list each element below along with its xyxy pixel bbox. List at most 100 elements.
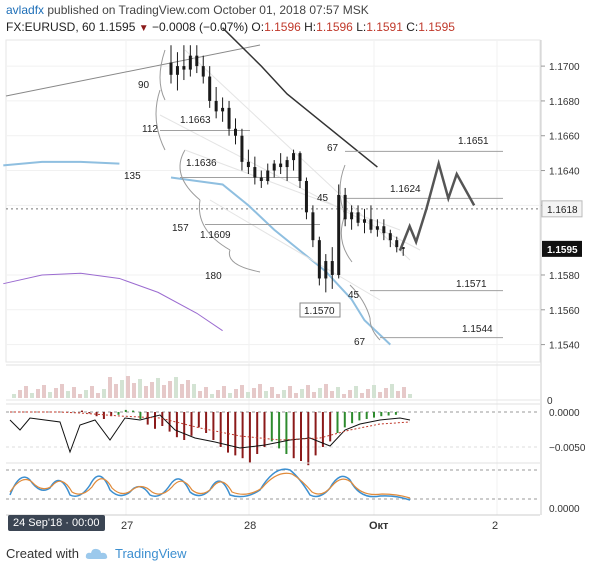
y-tick-label: 1.1680 <box>549 97 580 108</box>
volume-bar <box>72 387 76 398</box>
volume-bar <box>150 382 154 398</box>
volume-bar <box>24 386 28 398</box>
candle-body <box>182 66 186 70</box>
gann-arc <box>228 249 261 273</box>
gann-angle-label: 180 <box>205 271 222 282</box>
gann-angle-label: 112 <box>142 124 158 135</box>
candle-body <box>279 163 283 168</box>
stoch-d-line <box>9 472 411 499</box>
volume-bar <box>318 388 322 398</box>
candle-body <box>363 219 366 223</box>
gann-arc <box>349 284 371 319</box>
candle-body <box>395 240 399 248</box>
volume-bar <box>120 380 124 398</box>
candle-body <box>311 212 315 241</box>
volume-bar <box>192 384 196 398</box>
volume-bar <box>108 377 112 398</box>
candle-body <box>240 135 244 162</box>
volume-bar <box>78 394 82 398</box>
volume-bar <box>132 383 136 398</box>
candle-body <box>304 180 308 213</box>
crosshair-price-badge <box>541 200 583 218</box>
trendline <box>5 44 261 97</box>
volume-bar <box>234 389 238 398</box>
publish-line: avladfx published on TradingView.com Oct… <box>6 3 369 17</box>
author-name[interactable]: avladfx <box>6 3 45 17</box>
volume-bar <box>270 387 274 398</box>
macd-tick-label: 0.0000 <box>549 408 580 419</box>
volume-bar <box>264 391 268 398</box>
candle-body <box>272 163 276 171</box>
y-tick-label: 1.1580 <box>549 271 580 282</box>
low-price-box <box>299 302 341 318</box>
ema-dark-line <box>222 27 378 168</box>
y-tick-label: 1.1560 <box>549 306 580 317</box>
volume-bar <box>126 376 130 398</box>
volume-bar <box>174 377 178 398</box>
volume-bar <box>396 391 400 398</box>
price-level-label: 1.1624 <box>390 184 421 195</box>
candle-body <box>324 261 328 279</box>
volume-bar <box>378 392 382 398</box>
volume-bar <box>90 386 94 398</box>
close-value: 1.1595 <box>418 20 455 34</box>
candle-body <box>169 62 173 75</box>
volume-bar <box>306 385 310 398</box>
gann-arc <box>179 149 201 201</box>
volume-bar <box>138 379 142 398</box>
gann-angle-label: 157 <box>172 223 189 234</box>
price-level-label: 1.1571 <box>456 279 487 290</box>
volume-bar <box>258 384 262 398</box>
last-price: 1.1595 <box>98 20 136 34</box>
macd-line <box>9 414 411 454</box>
candle-body <box>227 107 231 129</box>
gann-arc <box>340 214 353 263</box>
candle-body <box>292 153 296 161</box>
low-label: L: <box>356 20 367 34</box>
volume-bar <box>294 393 298 398</box>
volume-bar <box>276 394 280 398</box>
stoch-tick-label: 0.0000 <box>549 504 580 515</box>
candle-body <box>337 194 341 275</box>
volume-bar <box>228 393 232 398</box>
volume-bar <box>60 384 64 398</box>
open-label: O: <box>251 20 265 34</box>
volume-bar <box>246 392 250 398</box>
volume-bar <box>408 394 412 398</box>
volume-bar <box>168 381 172 398</box>
candle-body <box>195 55 199 67</box>
volume-bar <box>354 386 358 398</box>
gann-angle-label: 45 <box>348 290 360 301</box>
candle-body <box>201 66 205 77</box>
volume-bar <box>186 380 190 398</box>
created-with-text: Created with <box>6 546 79 561</box>
high-value: 1.1596 <box>316 20 353 34</box>
main-pane-frame <box>5 39 541 363</box>
tradingview-cloud-icon <box>85 548 108 559</box>
crosshair-price-label: 1.1618 <box>547 205 578 216</box>
volume-bar <box>252 388 256 398</box>
volume-bar <box>102 389 106 398</box>
ema-purple-line <box>3 272 223 332</box>
price-level-label: 1.1651 <box>458 136 489 147</box>
macd-signal-line <box>10 411 411 441</box>
price-level-label: 1.1636 <box>186 158 217 169</box>
volume-bar <box>342 394 346 398</box>
current-price-label: 1.1595 <box>547 245 578 256</box>
volume-bar <box>300 389 304 398</box>
candle-body <box>369 219 373 230</box>
close-label: C: <box>406 20 419 34</box>
volume-bar <box>144 386 148 398</box>
candle-body <box>382 226 386 234</box>
current-price-badge <box>542 240 582 257</box>
candle-body <box>266 170 270 181</box>
price-change: −0.0008 (−0.07%) <box>152 20 249 34</box>
volume-bar <box>402 387 406 398</box>
symbol-name[interactable]: FX:EURUSD, 60 <box>6 20 96 34</box>
candle-body <box>298 153 302 181</box>
price-level-label: 1.1663 <box>180 115 211 126</box>
crosshair-date-label: 24 Sep'18 · 00:00 <box>8 515 105 531</box>
y-tick-label: 1.1660 <box>549 132 580 143</box>
tradingview-logo-text[interactable]: TradingView <box>114 546 187 561</box>
